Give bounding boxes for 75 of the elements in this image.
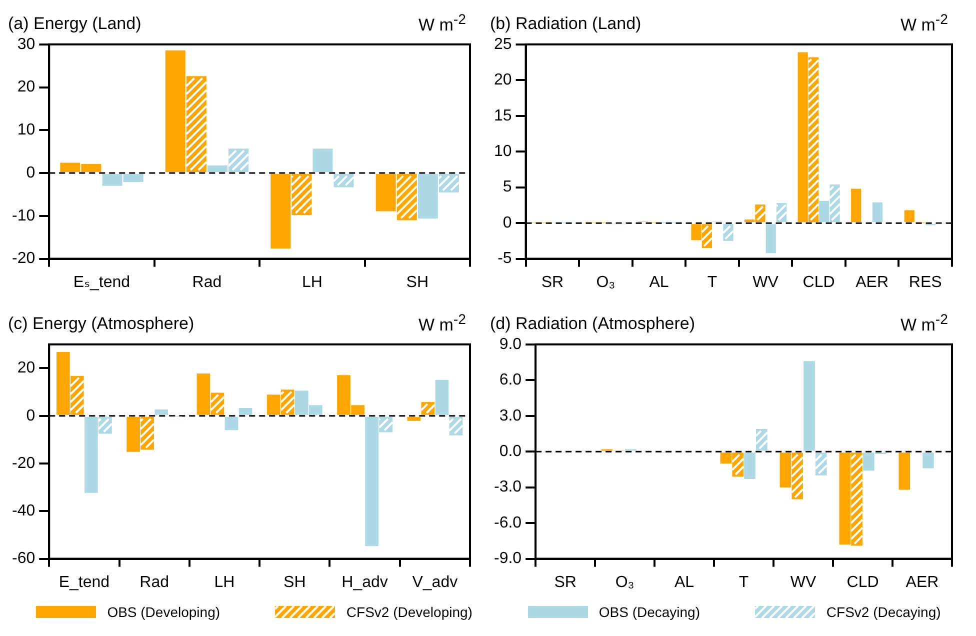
x-tick-label: SR (541, 274, 564, 291)
y-axis-title: W m$^{-2}$ (900, 12, 948, 36)
chart-title: (a) Energy (Land) (8, 14, 142, 33)
x-tick-label: V_adv (412, 574, 458, 591)
x-tick-label: RES (908, 274, 942, 291)
chart-title: (c) Energy (Atmosphere) (8, 314, 194, 333)
y-tick-label: 20 (494, 72, 512, 89)
y-tick-label: 3.0 (499, 407, 522, 424)
x-tick-label: Eₛ_tend (73, 274, 130, 291)
y-tick-label: -9.0 (494, 550, 522, 568)
y-tick-label: -3.0 (494, 478, 522, 496)
x-tick-label: O₃ (615, 574, 634, 591)
bar (312, 148, 333, 172)
x-tick-label: AL (674, 574, 694, 591)
y-tick-label: 0 (502, 214, 512, 232)
x-tick-label: SH (284, 574, 306, 591)
bar (238, 408, 252, 415)
bar (224, 416, 238, 430)
legend-label: OBS (Decaying) (598, 604, 700, 620)
x-tick-label: LH (302, 274, 322, 291)
chart-title: (b) Radiation (Land) (490, 14, 642, 33)
y-tick-label: 10 (494, 143, 512, 160)
x-tick-label: CLD (846, 574, 879, 591)
y-tick-label: -60 (12, 550, 36, 568)
y-tick-label: 10 (17, 122, 36, 139)
x-tick-label: AER (856, 274, 889, 291)
x-tick-label: LH (214, 574, 235, 591)
bar (922, 452, 934, 468)
y-tick-label: 15 (494, 107, 512, 124)
x-tick-label: SR (554, 574, 576, 591)
y-tick-label: 30 (17, 36, 36, 53)
x-tick-label: CLD (802, 274, 835, 291)
y-tick-label: 0 (26, 164, 36, 182)
y-tick-label: 5 (502, 178, 512, 196)
legend-label: OBS (Developing) (107, 604, 220, 620)
legend-label: CFSv2 (Developing) (346, 604, 472, 620)
x-tick-label: Rad (192, 274, 222, 291)
y-tick-label: 25 (494, 36, 512, 53)
x-tick-label: T (738, 574, 749, 591)
bar (872, 202, 882, 222)
x-tick-label: T (707, 274, 718, 291)
bar (407, 416, 421, 421)
bar (154, 409, 168, 415)
y-tick-label: 6.0 (499, 372, 522, 389)
y-tick-label: -40 (12, 502, 36, 520)
x-tick-label: Rad (140, 574, 170, 591)
bar (766, 224, 776, 254)
y-axis-title: W m$^{-2}$ (900, 312, 948, 336)
bar (435, 380, 449, 415)
bar (851, 188, 862, 222)
bar (898, 452, 910, 490)
x-tick-label: WV (752, 274, 779, 291)
bar (904, 210, 914, 222)
chart-title: (d) Radiation (Atmosphere) (490, 314, 696, 333)
x-tick-label: WV (790, 574, 816, 591)
y-axis-title: W m$^{-2}$ (418, 312, 466, 336)
y-tick-label: -5 (498, 250, 512, 268)
x-tick-label: AER (906, 574, 939, 591)
y-tick-label: -20 (12, 250, 36, 268)
legend-label: CFSv2 (Decaying) (826, 604, 941, 620)
y-tick-label: 0 (26, 407, 36, 424)
x-tick-label: AL (649, 274, 669, 291)
x-tick-label: E_tend (58, 574, 110, 591)
y-tick-label: 20 (17, 78, 36, 96)
y-tick-label: 0.0 (499, 443, 522, 460)
y-tick-label: -20 (12, 454, 36, 472)
x-tick-label: SH (406, 274, 429, 291)
y-tick-label: 9.0 (499, 336, 522, 353)
y-tick-label: 20 (17, 360, 36, 377)
bar (804, 361, 815, 451)
y-tick-label: -10 (12, 207, 36, 224)
x-tick-label: O₃ (596, 274, 616, 291)
y-axis-title: W m$^{-2}$ (418, 12, 466, 36)
y-tick-label: -6.0 (494, 514, 522, 532)
x-tick-label: H_adv (342, 574, 388, 591)
